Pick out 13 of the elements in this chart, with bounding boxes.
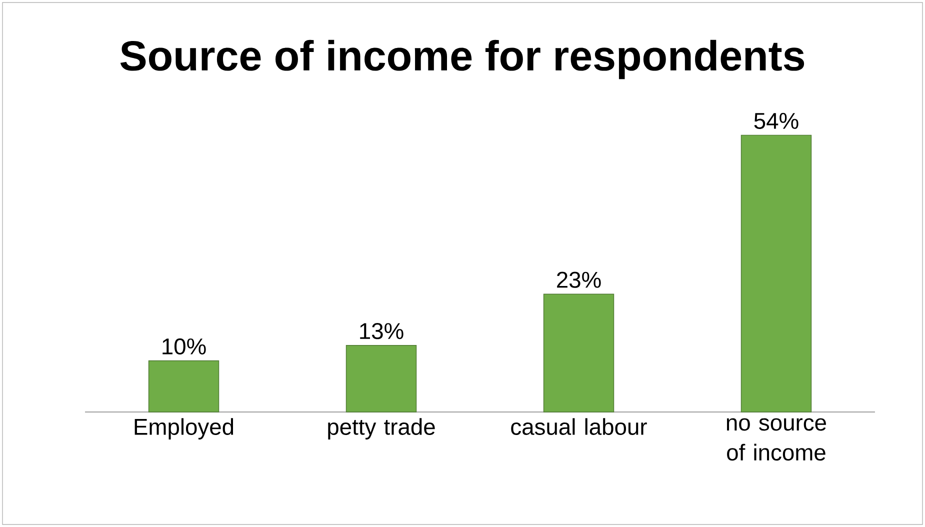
bar [346, 345, 417, 412]
x-tick-label: no source of income [726, 418, 826, 461]
bar [740, 134, 812, 412]
x-tick-label: petty trade [328, 418, 435, 440]
data-label: 54% [754, 112, 798, 129]
data-label: 10% [162, 338, 206, 355]
data-label: 23% [557, 272, 601, 288]
x-tick-label: casual labour [511, 418, 647, 435]
chart-title: Source of income for respondents [120, 40, 804, 80]
x-tick-label: Employed [134, 418, 234, 440]
bar [543, 294, 614, 412]
data-label: 13% [360, 322, 404, 340]
bar [148, 360, 220, 412]
